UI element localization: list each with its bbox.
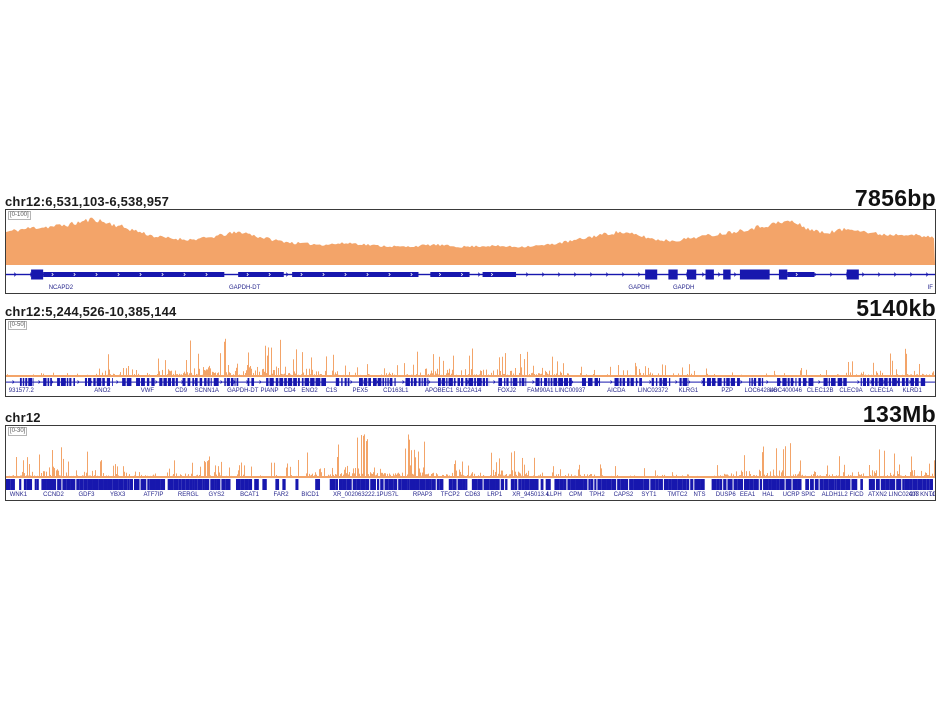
gene-label: LLPH [546,492,562,498]
coverage-signal [6,217,935,265]
gene-label: ATXN2 [868,492,888,498]
gene-label: PUS7L [379,492,399,498]
locus-label: chr12 [5,410,41,425]
track-header: chr12 133Mb [5,401,936,427]
gene-label: KLRD1 [902,388,922,394]
gene-label-row: WNK1 CCND2 GDF3 YBX3 ATF7IP RERGL GYS2 BCAT1 FAR… [6,491,935,500]
gene-label: LOC400046 [769,388,802,394]
locus-label: chr12:6,531,103-6,538,957 [5,194,170,209]
gene-label: GYS2 [208,492,225,498]
gene-label: RERGL [177,492,199,498]
gene-label: AICDA [607,388,626,394]
gene-label: ATF7IP [143,492,164,498]
gene-label: DUSP6 [715,492,736,498]
gene-label: FAR2 [273,492,289,498]
gene-label-row: 931577.2 ANO2 VWF CD9 SCNN1A GAPDH-DT PIANP CD4… [6,387,935,396]
gene-label: CCND2 [43,492,64,498]
track-panel: [0-50] 931577.2 ANO2 VWF CD9 SCNN1A GAPDH-DT P… [5,319,936,397]
gene-label: GAPDH [628,285,650,291]
gene-label: SPIC [801,492,816,498]
scale-range-label: [0-50] [8,321,28,330]
gene-label: VWF [140,388,155,394]
gene-label: FICD [849,492,864,498]
gene-label: PZP [721,388,733,394]
track-panel: [0-100] NCAPD2 GAPDH-DT GAPDH GAPDH IF [5,209,936,294]
gene-label: BCAT1 [240,492,259,498]
gene-label: TPH2 [589,492,605,498]
gene-label: KNTC1 [920,492,935,498]
gene-label: TFCP2 [440,492,460,498]
gene-label: EEA1 [739,492,756,498]
span-label: 7856bp [854,185,936,211]
track-7856bp: chr12:6,531,103-6,538,957 7856bp [0-100]… [5,186,936,294]
gene-label: C1S [325,388,338,394]
gene-label: CPM [568,492,583,498]
gene-label: CLEC9A [839,388,863,394]
gene-label: KLRG1 [678,388,699,394]
gene-label: UCRP [782,492,800,498]
gene-label: PIANP [260,388,279,394]
gene-label: WNK1 [9,492,28,498]
gene-label: RPAP3 [412,492,433,498]
gene-label: APOBEC1 [424,388,454,394]
scale-range-label: [0-30] [8,427,28,436]
gene-label-row: NCAPD2 GAPDH-DT GAPDH GAPDH IF [6,284,935,293]
gene-label: GAPDH-DT [228,285,261,291]
gene-label: XR_945013.4 [512,492,549,498]
gene-label: CD9 [175,388,188,394]
gene-label: ANO2 [94,388,111,394]
gene-label: XR_002063222.1 [333,492,380,498]
gene-label: SCNN1A [194,388,219,394]
gene-label: TMTC2 [667,492,688,498]
track-header: chr12:5,244,526-10,385,144 5140kb [5,295,936,321]
gene-label: CLEC12B [806,388,834,394]
gene-label: LINC00937 [555,388,586,394]
gene-label: LRP1 [487,492,503,498]
gene-label: BICD1 [301,492,320,498]
gene-label: GAPDH [673,285,695,291]
gene-label: ENO2 [301,388,318,394]
gene-label: CIT [908,492,919,498]
gene-label: CLEC1A [869,388,894,394]
track-5140kb: chr12:5,244,526-10,385,144 5140kb [0-50]… [5,296,936,397]
gene-label: LINC02403 [888,492,919,498]
gene-label: NTS [693,492,706,498]
gene-label: CAPS2 [613,492,634,498]
coverage-signal [6,338,935,377]
gene-label: IF [927,285,933,291]
gene-label: GDF3 [78,492,95,498]
gene-label: CD163L1 [383,388,409,394]
gene-label: FAM90A1 [527,388,554,394]
coverage-signal [6,434,935,478]
track-header: chr12:6,531,103-6,538,957 7856bp [5,185,936,211]
gene-label: CD63 [464,492,481,498]
gene-label: LOC642846 [744,388,777,394]
gene-label: GAPDH-DT [227,388,259,394]
gene-annotation-track [6,269,935,280]
track-panel: [0-30] WNK1 CCND2 GDF3 YBX3 ATF7IP RERGL GYS2 B… [5,425,936,501]
gene-label: YBX3 [110,492,126,498]
gene-label: SYT1 [641,492,657,498]
gene-label: 931577.2 [8,388,34,394]
span-label: 5140kb [856,295,936,321]
locus-label: chr12:5,244,526-10,385,144 [5,304,177,319]
gene-label: NCAPD2 [48,285,74,291]
gene-annotation-track [6,378,935,386]
scale-range-label: [0-100] [8,211,31,220]
gene-label: PEX5 [352,388,368,394]
gene-label: HAL [762,492,774,498]
gene-label: CD4 [283,388,296,394]
gene-label: LINC02372 [637,388,669,394]
span-label: 133Mb [862,401,936,427]
gene-annotation-track [6,479,933,490]
gene-label: SLC2A14 [455,388,482,394]
gene-label: FOXJ2 [497,388,517,394]
gene-label: ALDH1L2 [821,492,848,498]
gene-label: LINC00944 [929,492,935,498]
track-133mb: chr12 133Mb [0-30] WNK1 CCND2 GDF3 YBX3 ATF7… [5,402,936,501]
